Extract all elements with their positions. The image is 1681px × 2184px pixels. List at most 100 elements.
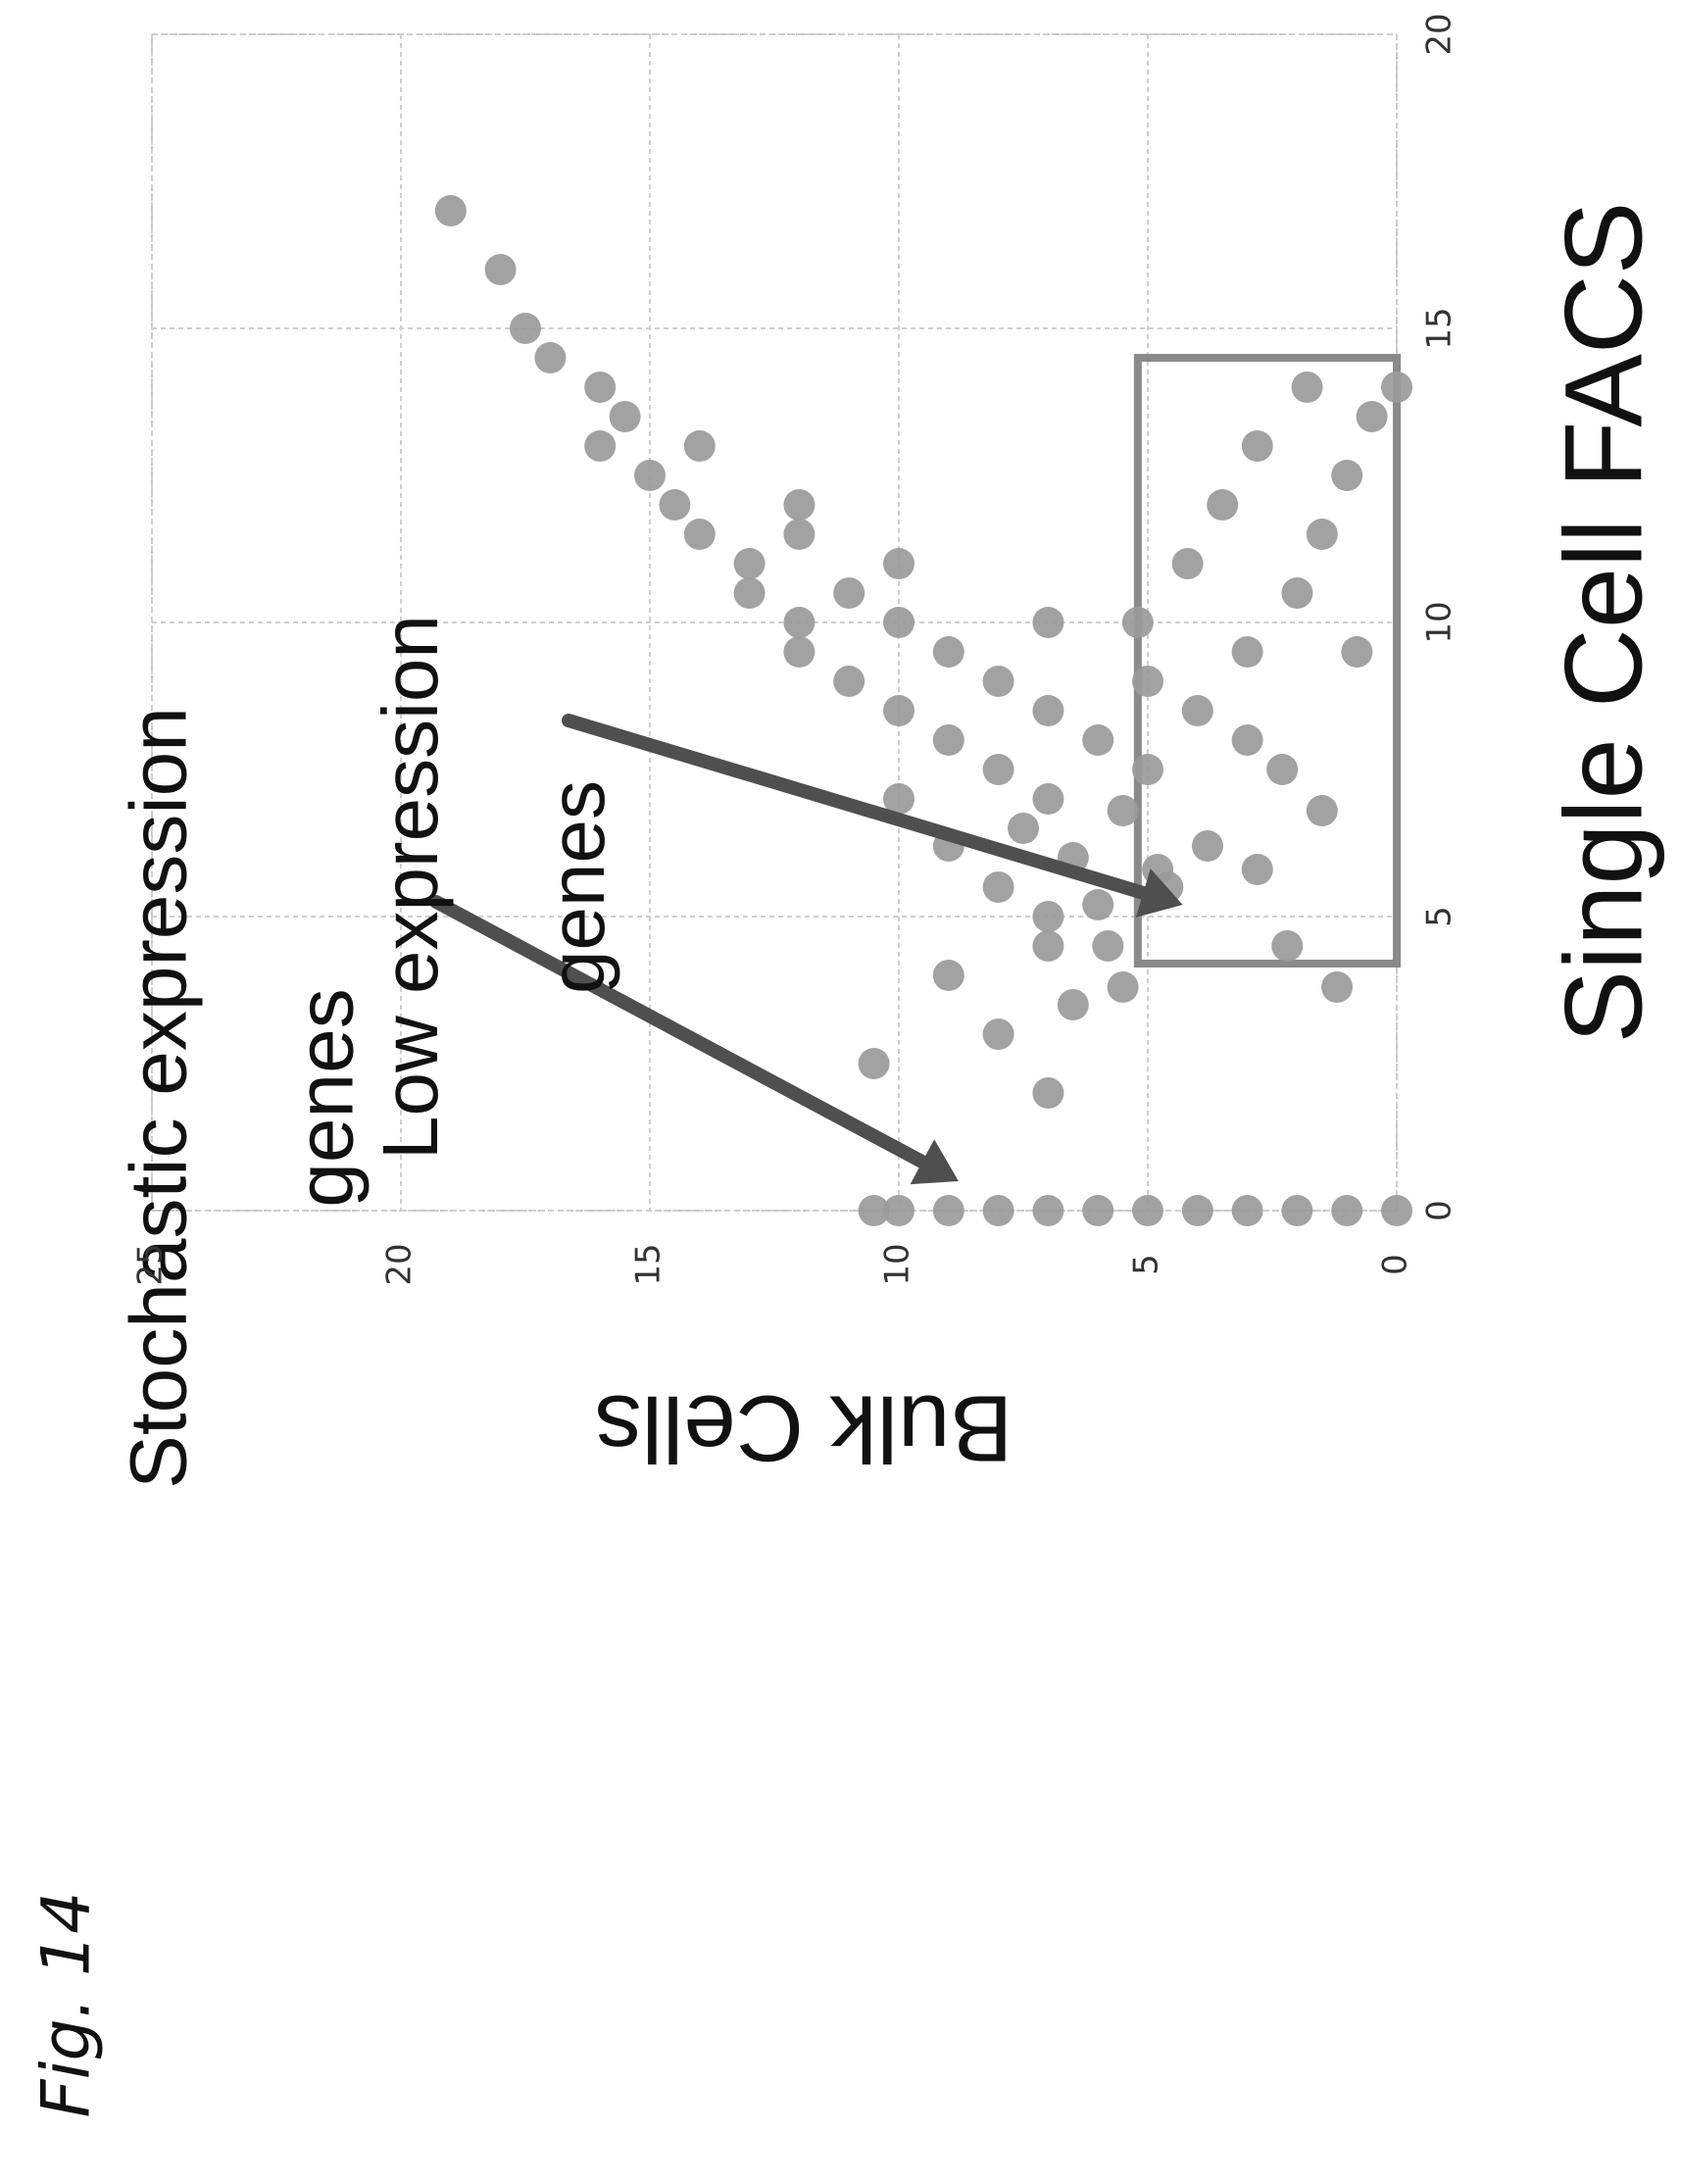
y-tick-label-0: 0 [1376,1254,1415,1275]
scatter-point-46 [733,548,766,579]
scatter-point-3 [1231,1195,1263,1226]
x-tick-label-0: 0 [1420,1200,1459,1221]
scatter-point-37 [982,666,1014,697]
scatter-point-57 [534,342,567,373]
scatter-point-22 [982,871,1014,903]
scatter-point-11 [858,1195,890,1226]
scatter-point-17 [1032,930,1064,962]
scatter-point-6 [1082,1195,1114,1226]
scatter-point-78 [1271,930,1304,962]
annotation-label-0-line-1: genes [281,988,371,1207]
scatter-point-16 [932,960,964,991]
x-tick-label-4: 20 [1420,13,1459,55]
scatter-point-45 [833,577,865,609]
scatter-point-67 [1381,372,1412,403]
highlight-box [1133,354,1401,968]
scatter-point-7 [1032,1195,1064,1226]
scatter-point-35 [1032,695,1064,726]
scatter-point-12 [1032,1077,1064,1109]
scatter-point-59 [484,254,517,285]
scatter-point-42 [883,607,915,638]
scatter-point-19 [1092,930,1124,962]
scatter-point-53 [683,430,716,462]
scatter-point-31 [1132,754,1163,785]
scatter-point-39 [783,636,816,668]
x-axis-label: Single Cell FACS [1543,201,1665,1043]
scatter-point-76 [1191,830,1223,862]
scatter-point-61 [1181,695,1213,726]
annotation-arrow-head-0 [910,1139,959,1185]
scatter-point-56 [584,372,617,403]
scatter-point-0 [1381,1195,1412,1226]
scatter-point-49 [783,519,816,550]
scatter-point-54 [584,430,617,462]
scatter-point-69 [1241,430,1273,462]
scatter-point-36 [833,666,865,697]
annotation-arrow-shaft-0 [429,895,929,1169]
scatter-point-65 [1331,460,1363,491]
scatter-point-81 [1266,754,1299,785]
figure-label: Fig. 14 [28,1892,106,2118]
scatter-point-63 [1281,577,1313,609]
scatter-point-44 [733,577,766,609]
scatter-point-41 [783,607,816,638]
scatter-point-71 [1171,548,1204,579]
scatter-point-38 [1132,666,1163,697]
y-tick-label-3: 15 [629,1243,668,1285]
annotation-label-1-line-1: genes [533,780,620,994]
scatter-point-5 [1132,1195,1163,1226]
scatter-point-40 [932,636,964,668]
scatter-point-27 [1107,795,1139,826]
scatter-point-47 [883,548,915,579]
scatter-point-21 [1082,889,1114,920]
annotation-arrow-head-1 [1135,869,1183,918]
scatter-point-13 [858,1048,890,1079]
scatter-point-73 [1231,724,1263,756]
scatter-point-77 [1241,854,1273,885]
x-tick-label-1: 5 [1420,906,1459,927]
scatter-point-28 [883,783,915,815]
scatter-point-8 [982,1195,1014,1226]
scatter-point-15 [1057,989,1089,1020]
scatter-point-60 [434,195,467,226]
scatter-point-64 [1306,519,1338,550]
scatter-point-30 [982,754,1014,785]
annotation-arrow-shaft-1 [562,714,1151,900]
scatter-point-33 [1082,724,1114,756]
scatter-point-9 [932,1195,964,1226]
y-tick-label-5: 25 [131,1243,171,1285]
scatter-point-74 [1341,636,1373,668]
annotation-label-1-line-0: Low expression [367,615,454,1160]
y-axis-label: Bulk Cells [595,1376,1014,1481]
scatter-point-79 [1321,971,1354,1003]
scatter-point-80 [1306,795,1338,826]
scatter-point-26 [1008,813,1039,844]
annotation-label-0-line-0: Stochastic expression [115,707,204,1489]
scatter-point-48 [683,519,716,550]
scatter-point-10 [883,1195,915,1226]
scatter-point-72 [1121,607,1154,638]
y-tick-label-2: 10 [878,1243,917,1285]
scatter-point-43 [1032,607,1064,638]
scatter-point-70 [1207,489,1239,521]
scatter-point-58 [510,313,541,344]
x-tick-label-2: 10 [1420,601,1459,643]
scatter-point-1 [1331,1195,1363,1226]
scatter-point-62 [1231,636,1263,668]
scatter-point-4 [1181,1195,1213,1226]
scatter-point-55 [609,401,641,432]
scatter-point-52 [634,460,666,491]
scatter-point-20 [1032,901,1064,932]
y-tick-label-1: 5 [1127,1254,1166,1275]
y-tick-label-4: 20 [380,1243,420,1285]
scatter-point-66 [1356,401,1388,432]
scatter-point-2 [1281,1195,1313,1226]
x-tick-label-3: 15 [1420,307,1459,349]
scatter-point-34 [883,695,915,726]
scatter-point-68 [1291,372,1323,403]
scatter-point-29 [1032,783,1064,815]
scatter-point-51 [783,489,816,521]
scatter-point-14 [982,1018,1014,1050]
